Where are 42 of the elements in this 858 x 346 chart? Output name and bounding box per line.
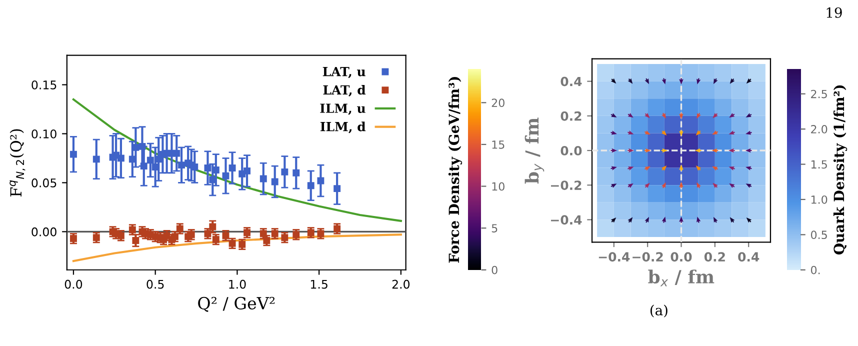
y-tick-label: 0.10 (32, 129, 56, 138)
x-tick-label: 0.0 (670, 252, 692, 262)
x-tick-label: 0.0 (64, 280, 82, 289)
x-tick-label: 0.5 (146, 280, 164, 289)
x-tick-label: 0.4 (738, 252, 760, 262)
legend-label: ILM, d (320, 122, 366, 134)
color-bar-label: 5 (492, 224, 498, 232)
y-tick-label: 0.00 (32, 227, 56, 236)
color-bar-label: 2.5 (811, 90, 827, 98)
y-tick-label: −0.4 (551, 215, 582, 225)
x-tick-label: 1.5 (310, 280, 328, 289)
x-tick-label: 2.0 (392, 280, 410, 289)
legend-label: LAT, u (322, 66, 366, 78)
color-bar-label: 15 (492, 140, 504, 149)
y-tick-label: 0.15 (32, 80, 56, 90)
y-tick-label: 0.0 (560, 146, 582, 156)
y-axis-title: b$_{y}$ / fm (524, 118, 544, 184)
color-bar-title: Quark Density (1/fm²) (833, 85, 848, 254)
y-tick-label: 0.05 (32, 178, 56, 188)
color-bar-title: Force Density (GeV/fm³) (448, 77, 462, 263)
x-tick-label: 0.2 (704, 252, 725, 262)
x-axis-title: b$_{x}$ / fm (648, 270, 714, 286)
color-bar-label: 2.0 (811, 125, 828, 134)
text: 19 (826, 7, 842, 18)
text: (a) (650, 304, 668, 318)
y-tick-label: −0.2 (551, 180, 582, 190)
y-axis-title: F$^{q}$$_{N,2}$(Q²) (10, 129, 26, 197)
color-bar-label: 1.5 (811, 160, 827, 169)
color-bar-label: 10 (492, 182, 504, 191)
color-bar-label: 20 (492, 98, 504, 108)
color-bar-label: 1.0 (811, 195, 828, 204)
x-tick-label: 1.0 (229, 280, 246, 289)
x-tick-label: −0.4 (598, 252, 630, 262)
color-bar-label: 0. (810, 266, 820, 274)
legend-label: ILM, u (320, 104, 366, 115)
legend-label: LAT, d (323, 84, 366, 97)
x-tick-label: −0.2 (632, 252, 663, 262)
x-axis-title: Q² / GeV² (198, 296, 275, 312)
color-bar-label: 0.5 (810, 230, 827, 240)
y-tick-label: 0.4 (560, 76, 582, 86)
y-tick-label: 0.2 (560, 111, 582, 121)
color-bar-label: 0 (492, 266, 498, 274)
